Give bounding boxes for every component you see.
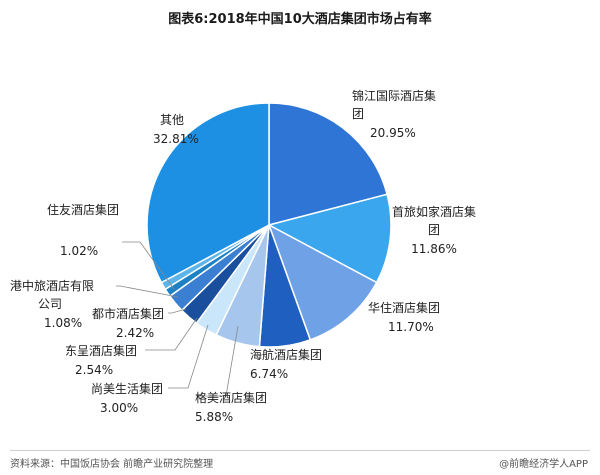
slice-percent-label: 6.74% [250,367,288,381]
slice-percent-label: 11.86% [411,242,457,256]
slice-name-label: 其他 [160,113,184,127]
slice-name-label: 港中旅酒店有限 [10,278,94,293]
leader-line [196,325,239,397]
leader-line [116,285,179,298]
slice-name-label: 尚美生活集团 [91,381,163,396]
slice-percent-label: 11.70% [388,320,434,334]
leader-line [122,241,175,290]
slice-name-label: 都市酒店集团 [92,306,164,321]
brand-note: @前瞻经济学人APP [499,459,588,470]
leader-line [168,324,209,389]
slice-name-label: 首旅如家酒店集 [392,204,476,219]
slice-name-label: 锦江国际酒店集 [352,88,436,103]
pie-slice [267,223,378,341]
slice-percent-label: 5.88% [195,410,233,424]
chart-title: 图表6:2018年中国10大酒店集团市场占有率 [168,12,432,27]
slice-name-label: 团 [428,223,440,237]
slice-name-label: 格美酒店集团 [195,390,267,405]
slice-name-label: 住友酒店集团 [47,202,119,217]
slice-name-label: 海航酒店集团 [250,347,322,362]
slice-percent-label: 3.00% [100,401,138,415]
slice-name-label: 团 [352,107,364,121]
pie-slice [146,102,270,284]
source-note: 资料来源：中国饭店协会 前瞻产业研究院整理 [10,459,214,470]
leader-line [168,308,187,314]
slice-percent-label: 1.08% [44,316,82,330]
leader-line [145,317,198,351]
slice-percent-label: 2.54% [75,363,113,377]
slice-name-label: 华住酒店集团 [368,300,440,315]
slice-percent-label: 2.42% [116,326,154,340]
footer-divider [10,450,590,451]
slice-percent-label: 32.81% [153,132,199,146]
pie-slice [266,193,392,284]
slice-name-label: 东呈酒店集团 [65,343,137,358]
slice-percent-label: 1.02% [60,244,98,258]
slice-percent-label: 20.95% [370,126,416,140]
pie-slice [268,102,388,226]
slice-name-label: 公司 [38,297,62,311]
